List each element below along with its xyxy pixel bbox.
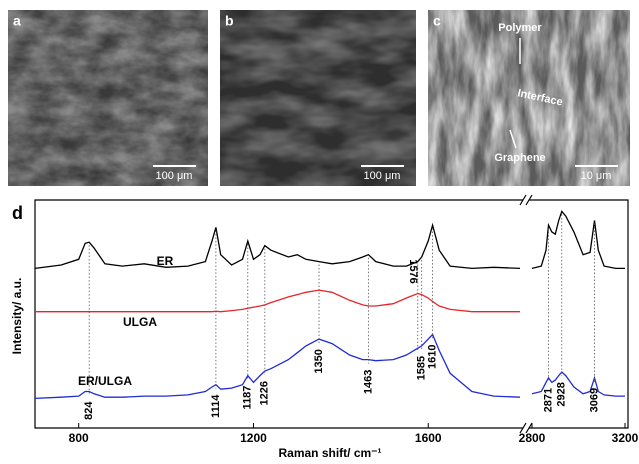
peak-label: 2928 [556, 382, 568, 406]
series-label: ER/ULGA [78, 374, 132, 388]
x-tick-label: 2800 [519, 431, 546, 445]
figure: a100 μmb100 μmc10 μmPolymerInterfaceGrap… [0, 0, 639, 464]
axis-frame [35, 200, 628, 428]
y-axis-label: Intensity/ a.u. [10, 278, 24, 355]
series-label: ER [157, 254, 174, 268]
series-line [35, 290, 520, 312]
peak-label: 824 [83, 401, 95, 420]
x-tick-label: 1200 [240, 431, 267, 445]
sem-texture [220, 10, 416, 186]
panel-label: b [225, 13, 234, 29]
scale-bar-label: 10 μm [581, 170, 612, 182]
x-tick-label: 800 [69, 431, 89, 445]
x-tick-label: 3200 [612, 431, 639, 445]
series-line [35, 335, 625, 399]
panel-label: d [12, 203, 23, 223]
x-tick-label: 1600 [415, 431, 442, 445]
peak-label: 1576 [407, 259, 419, 283]
scale-bar-label: 100 μm [364, 170, 401, 182]
peak-label: 1350 [313, 349, 325, 373]
panel-label: c [433, 13, 441, 29]
x-axis-label: Raman shift/ cm⁻¹ [278, 446, 381, 460]
peak-label: 3069 [588, 388, 600, 412]
peak-label: 2871 [542, 388, 554, 412]
peak-label: 1226 [259, 381, 271, 405]
panel-label: a [13, 13, 21, 29]
annotation: Graphene [494, 152, 545, 164]
annotation: Polymer [498, 22, 542, 34]
peak-label: 1463 [362, 370, 374, 394]
scale-bar-label: 100 μm [156, 170, 193, 182]
peak-label: 1114 [210, 394, 222, 418]
peak-label: 1610 [427, 345, 439, 369]
sem-texture [8, 10, 208, 186]
series-line [35, 211, 625, 268]
peak-label: 1187 [242, 386, 254, 410]
series-label: ULGA [123, 315, 157, 329]
